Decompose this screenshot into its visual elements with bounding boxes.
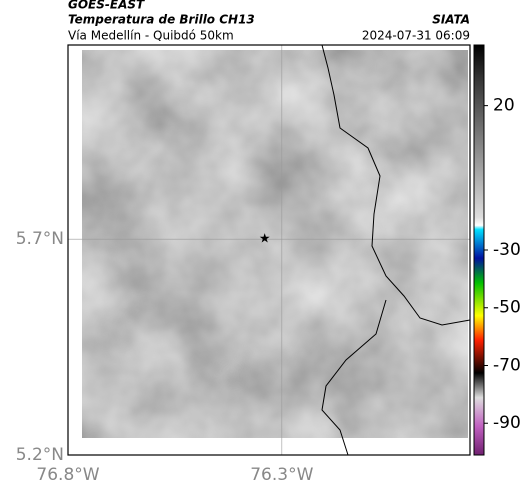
location: Vía Medellín - Quibdó 50km	[68, 29, 234, 43]
border	[321, 44, 471, 456]
source: SIATA	[432, 13, 470, 27]
x-tick-label: 76.8°W	[36, 465, 99, 485]
site-marker: ★	[259, 232, 271, 247]
brightness-field	[82, 50, 468, 438]
title: GOES-EAST	[68, 0, 145, 12]
colorbar-tick-label: -90	[493, 413, 521, 433]
colorbar-tick-label: -30	[493, 240, 521, 260]
timestamp: 2024-07-31 06:09	[362, 29, 470, 43]
x-tick-label: 76.3°W	[250, 465, 313, 485]
colorbar	[473, 44, 485, 456]
colorbar-tick-label: -70	[493, 355, 521, 375]
y-tick-label: 5.2°N	[16, 445, 64, 465]
colorbar-tick-label: -50	[493, 298, 521, 318]
map-frame	[67, 44, 471, 456]
subtitle: Temperatura de Brillo CH13	[68, 13, 255, 27]
y-tick-label: 5.7°N	[16, 229, 64, 249]
colorbar-tick-label: 20	[493, 96, 515, 116]
